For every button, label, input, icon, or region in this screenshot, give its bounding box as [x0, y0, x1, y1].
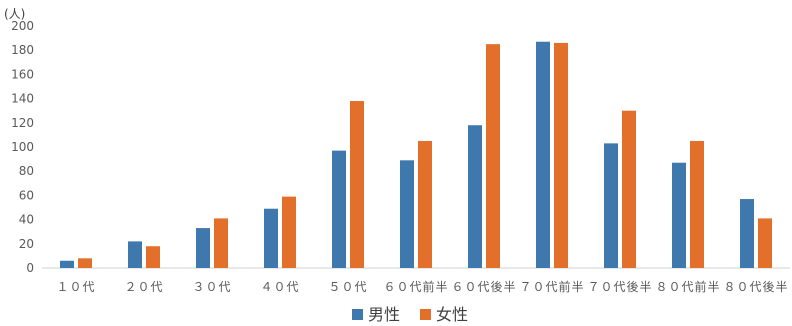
x-tick-label: ４０代: [260, 280, 299, 294]
bar-male: [672, 162, 686, 268]
legend-swatch-male: [352, 309, 363, 320]
x-tick-label: ７０代前半: [519, 279, 584, 294]
y-axis-ticks: 0 20 40 60 80 100 120 140 160 180 200: [11, 19, 34, 275]
bar-male: [604, 143, 618, 268]
bar-female: [214, 218, 228, 268]
bar-female: [758, 218, 772, 268]
bar-male: [128, 241, 142, 268]
bar-male: [468, 125, 482, 268]
bar-female: [282, 196, 296, 268]
y-axis-unit-label: (人): [4, 7, 25, 21]
bar-male: [264, 208, 278, 268]
y-tick-label: 80: [19, 164, 34, 178]
bar-male: [332, 150, 346, 268]
bar-female: [486, 44, 500, 269]
bar-female: [554, 42, 568, 268]
legend-swatch-female: [420, 309, 431, 320]
x-tick-label: ５０代: [328, 280, 367, 294]
y-tick-label: 20: [19, 237, 34, 251]
y-tick-label: 140: [11, 92, 34, 106]
y-tick-label: 40: [19, 213, 34, 227]
x-tick-label: ３０代: [192, 280, 231, 294]
bar-male: [196, 228, 210, 268]
bar-female: [418, 140, 432, 268]
y-tick-label: 60: [19, 188, 34, 202]
bars: [60, 41, 772, 269]
x-tick-label: ２０代: [124, 280, 163, 294]
x-axis-labels: １０代 ２０代 ３０代 ４０代 ５０代 ６０代前半 ６０代後半 ７０代前半 ７０代後半 ８０代前半…: [56, 279, 788, 294]
bar-male: [536, 41, 550, 269]
y-tick-label: 180: [11, 43, 34, 57]
bar-male: [60, 260, 74, 268]
legend-label-female: 女性: [436, 305, 468, 324]
bar-female: [146, 246, 160, 268]
bar-female: [350, 101, 364, 269]
x-tick-label: ８０代前半: [655, 279, 720, 294]
x-tick-label: ６０代前半: [383, 279, 448, 294]
legend: 男性 女性: [352, 305, 468, 324]
x-tick-label: ７０代後半: [587, 280, 652, 294]
bar-female: [622, 110, 636, 268]
bar-male: [740, 199, 754, 268]
x-tick-label: １０代: [56, 280, 95, 294]
legend-label-male: 男性: [368, 305, 400, 324]
x-tick-label: ６０代後半: [451, 280, 516, 294]
bar-female: [690, 140, 704, 268]
y-tick-label: 200: [11, 19, 34, 33]
y-tick-label: 160: [11, 67, 34, 81]
y-tick-label: 120: [11, 116, 34, 130]
y-tick-label: 100: [11, 140, 34, 154]
bar-male: [400, 160, 414, 268]
y-tick-label: 0: [26, 261, 34, 275]
bar-female: [78, 258, 92, 268]
x-tick-label: ８０代後半: [723, 280, 788, 294]
